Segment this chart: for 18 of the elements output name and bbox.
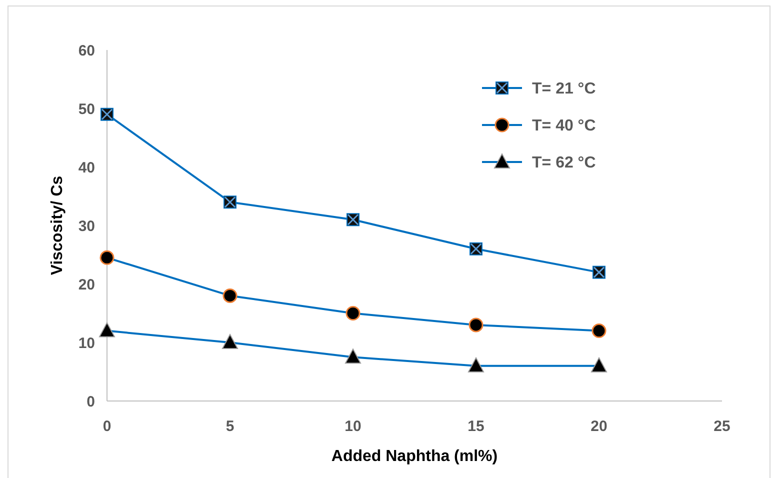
- legend-label: T= 40 °C: [532, 118, 596, 135]
- legend-label: T= 21 °C: [532, 80, 596, 98]
- x-tick-label: 15: [468, 418, 484, 435]
- x-tick-label: 20: [590, 418, 608, 435]
- y-tick-label: 0: [86, 393, 95, 410]
- y-tick-label: 10: [78, 334, 95, 352]
- y-tick-label: 20: [78, 276, 95, 294]
- x-tick-label: 25: [714, 418, 730, 435]
- x-tick-label: 0: [102, 418, 112, 435]
- y-axis-title: Viscosity/ Cs: [49, 176, 66, 276]
- x-tick-label: 5: [226, 418, 234, 435]
- legend-label: T= 62 °C: [532, 154, 596, 172]
- x-axis-title: Added Naphtha (ml%): [331, 448, 498, 465]
- x-tick-label: 10: [344, 418, 362, 435]
- y-tick-label: 60: [78, 42, 95, 60]
- y-tick-label: 40: [78, 159, 95, 176]
- y-tick-label: 30: [78, 218, 95, 235]
- y-tick-label: 50: [78, 100, 95, 118]
